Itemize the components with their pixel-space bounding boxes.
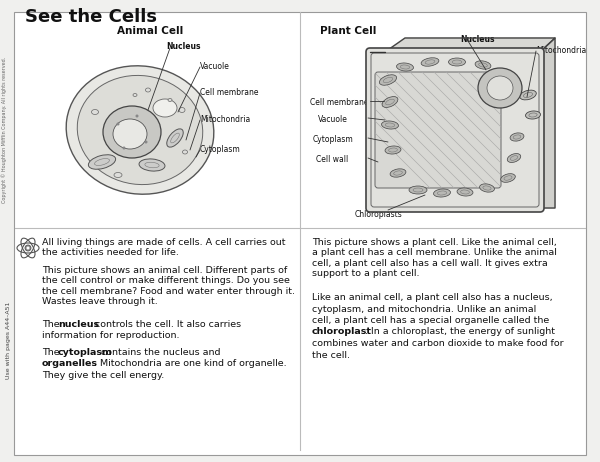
Text: cytoplasm, and mitochondria. Unlike an animal: cytoplasm, and mitochondria. Unlike an a… [312, 304, 536, 314]
Text: Nucleus: Nucleus [460, 35, 494, 44]
Ellipse shape [434, 189, 451, 197]
Ellipse shape [382, 121, 398, 129]
Ellipse shape [507, 153, 521, 163]
Ellipse shape [133, 93, 137, 97]
Text: Plant Cell: Plant Cell [320, 26, 376, 36]
Ellipse shape [397, 63, 413, 71]
Text: This picture shows an animal cell. Different parts of
the cell control or make d: This picture shows an animal cell. Diffe… [42, 266, 295, 306]
Text: The: The [42, 348, 62, 357]
Text: . Mitochondria are one kind of organelle.: . Mitochondria are one kind of organelle… [94, 359, 287, 369]
Ellipse shape [91, 109, 98, 115]
Ellipse shape [409, 186, 427, 194]
Ellipse shape [385, 146, 401, 154]
Text: The: The [42, 320, 62, 329]
Text: Like an animal cell, a plant cell also has a nucleus,: Like an animal cell, a plant cell also h… [312, 293, 553, 302]
Text: Cell membrane: Cell membrane [310, 98, 368, 107]
Text: Mitochondria: Mitochondria [200, 115, 250, 124]
Ellipse shape [520, 90, 536, 100]
Ellipse shape [66, 66, 214, 194]
Ellipse shape [182, 150, 187, 154]
Text: Mitochondria: Mitochondria [536, 46, 586, 55]
Ellipse shape [114, 172, 122, 177]
Ellipse shape [526, 111, 541, 119]
Text: Animal Cell: Animal Cell [117, 26, 183, 36]
Ellipse shape [449, 58, 466, 66]
Text: Cytoplasm: Cytoplasm [200, 145, 241, 154]
Text: Chloroplasts: Chloroplasts [355, 210, 403, 219]
Ellipse shape [77, 75, 203, 185]
Text: Cell wall: Cell wall [316, 155, 348, 164]
Ellipse shape [382, 97, 398, 108]
Ellipse shape [390, 169, 406, 177]
Ellipse shape [153, 99, 177, 117]
Text: cell, a plant cell has a special organelle called the: cell, a plant cell has a special organel… [312, 316, 549, 325]
Text: They give the cell energy.: They give the cell energy. [42, 371, 164, 380]
Polygon shape [540, 38, 555, 208]
Text: . In a chloroplast, the energy of sunlight: . In a chloroplast, the energy of sunlig… [365, 328, 555, 336]
Ellipse shape [146, 88, 151, 92]
Text: This picture shows a plant cell. Like the animal cell,
a plant cell has a cell m: This picture shows a plant cell. Like th… [312, 238, 557, 278]
Ellipse shape [478, 68, 522, 108]
Ellipse shape [379, 75, 397, 85]
Ellipse shape [116, 122, 119, 126]
Ellipse shape [179, 108, 185, 113]
Text: information for reproduction.: information for reproduction. [42, 332, 179, 340]
FancyBboxPatch shape [366, 48, 544, 212]
Ellipse shape [510, 133, 524, 141]
Ellipse shape [167, 129, 183, 147]
Ellipse shape [479, 184, 494, 192]
Text: Vacuole: Vacuole [200, 62, 230, 71]
Text: nucleus: nucleus [58, 320, 99, 329]
Text: organelles: organelles [42, 359, 98, 369]
Text: Use with pages A44–A51: Use with pages A44–A51 [7, 301, 11, 379]
Text: contains the nucleus and: contains the nucleus and [98, 348, 221, 357]
Ellipse shape [88, 155, 116, 169]
Ellipse shape [103, 106, 161, 158]
Text: See the Cells: See the Cells [25, 8, 157, 26]
Text: the cell.: the cell. [312, 351, 350, 359]
Text: Cell membrane: Cell membrane [200, 88, 259, 97]
Text: combines water and carbon dioxide to make food for: combines water and carbon dioxide to mak… [312, 339, 563, 348]
Text: controls the cell. It also carries: controls the cell. It also carries [92, 320, 241, 329]
Polygon shape [385, 38, 555, 52]
Ellipse shape [139, 159, 165, 171]
Text: Cytoplasm: Cytoplasm [313, 135, 354, 144]
Ellipse shape [122, 146, 125, 150]
Text: Nucleus: Nucleus [166, 42, 200, 51]
Ellipse shape [26, 247, 29, 249]
Ellipse shape [457, 188, 473, 196]
Ellipse shape [145, 140, 148, 144]
Ellipse shape [136, 115, 139, 117]
FancyBboxPatch shape [375, 72, 501, 188]
Ellipse shape [25, 245, 31, 251]
Ellipse shape [113, 119, 147, 149]
Ellipse shape [500, 174, 515, 182]
Text: Vacuole: Vacuole [318, 115, 348, 124]
Ellipse shape [168, 98, 172, 102]
Ellipse shape [475, 61, 491, 69]
Text: All living things are made of cells. A cell carries out
the activities needed fo: All living things are made of cells. A c… [42, 238, 286, 257]
Text: cytoplasm: cytoplasm [58, 348, 113, 357]
Text: chloroplast: chloroplast [312, 328, 372, 336]
Ellipse shape [421, 58, 439, 66]
Ellipse shape [487, 76, 513, 100]
Text: Copyright © Houghton Mifflin Company. All rights reserved.: Copyright © Houghton Mifflin Company. Al… [1, 57, 7, 203]
